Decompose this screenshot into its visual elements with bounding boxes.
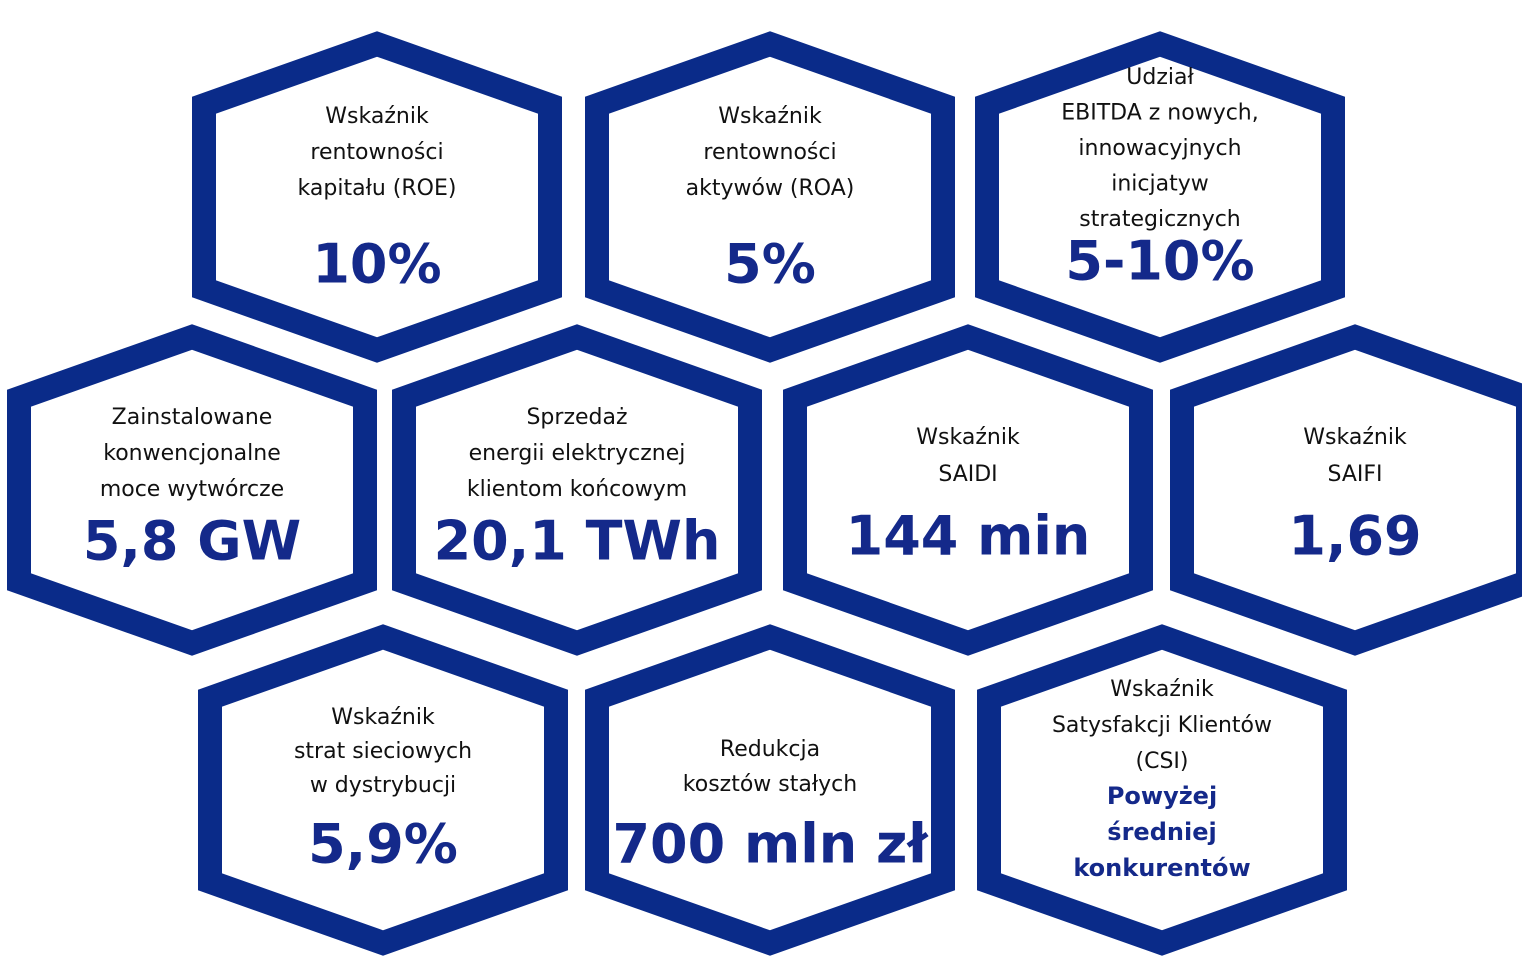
- hexagon-value: 20,1 TWh: [434, 510, 721, 573]
- hexagon: [977, 624, 1347, 956]
- hexagon-label: kosztów stałych: [683, 772, 857, 797]
- hexagon-value: 5%: [724, 233, 816, 296]
- hexagon-label: energii elektrycznej: [469, 441, 686, 466]
- hexagon-value: 5-10%: [1065, 230, 1254, 293]
- hexagon: [1170, 324, 1522, 656]
- hexagon: [585, 624, 955, 956]
- hexagon-label: Wskaźnik: [331, 705, 435, 730]
- hexagon-value: 5,9%: [308, 813, 458, 876]
- hexagon-label: Udział: [1126, 65, 1194, 90]
- hexagon-label: SAIFI: [1327, 462, 1382, 487]
- hexagon-value: 5,8 GW: [83, 510, 301, 573]
- hexagon-label: strategicznych: [1079, 207, 1241, 232]
- hexagon-label: SAIDI: [938, 462, 997, 487]
- hexagon-value: 144 min: [846, 505, 1091, 568]
- hexagon-label: kapitału (ROE): [298, 176, 457, 201]
- hexagon-label: rentowności: [703, 140, 836, 165]
- hexagon-label: Zainstalowane: [112, 405, 273, 430]
- hexagon-label: aktywów (ROA): [686, 176, 855, 201]
- hexagon: [6, 324, 377, 656]
- hexagon-value: konkurentów: [1073, 854, 1250, 882]
- hexagon-label: moce wytwórcze: [100, 477, 284, 502]
- hexagon-label: Wskaźnik: [325, 104, 429, 129]
- hexagon-label: Satysfakcji Klientów: [1052, 713, 1272, 738]
- hexagon-value: 10%: [312, 233, 441, 296]
- hexagon-label: Wskaźnik: [718, 104, 822, 129]
- hexagon-value: 700 mln zł: [612, 813, 929, 876]
- hexagon-label: EBITDA z nowych,: [1061, 101, 1259, 126]
- hexagon-label: inicjatyw: [1111, 172, 1209, 197]
- hexagon-label: konwencjonalne: [103, 441, 281, 466]
- hexagon-label: Wskaźnik: [1110, 677, 1214, 702]
- hexagon-label: Wskaźnik: [916, 425, 1020, 450]
- hexagon: [975, 31, 1345, 363]
- hexagon-label: (CSI): [1136, 749, 1189, 774]
- hexagon-value: 1,69: [1288, 505, 1421, 568]
- hexagon-value: Powyżej: [1107, 782, 1217, 810]
- hexagon-label: strat sieciowych: [294, 739, 472, 764]
- hexagon-label: Redukcja: [720, 737, 820, 762]
- hexagon-label: innowacyjnych: [1078, 136, 1241, 161]
- hexagon: [783, 324, 1153, 656]
- hexagon-label: klientom końcowym: [467, 477, 687, 502]
- hexagon-label: w dystrybucji: [310, 773, 456, 798]
- hexagon-value: średniej: [1107, 818, 1216, 846]
- hexagon-label: Sprzedaż: [526, 405, 627, 430]
- hexagon-label: Wskaźnik: [1303, 425, 1407, 450]
- hexagon: [392, 324, 762, 656]
- hexagon: [192, 31, 562, 363]
- hexagon-label: rentowności: [310, 140, 443, 165]
- hexagon: [198, 624, 568, 956]
- hexagon: [585, 31, 955, 363]
